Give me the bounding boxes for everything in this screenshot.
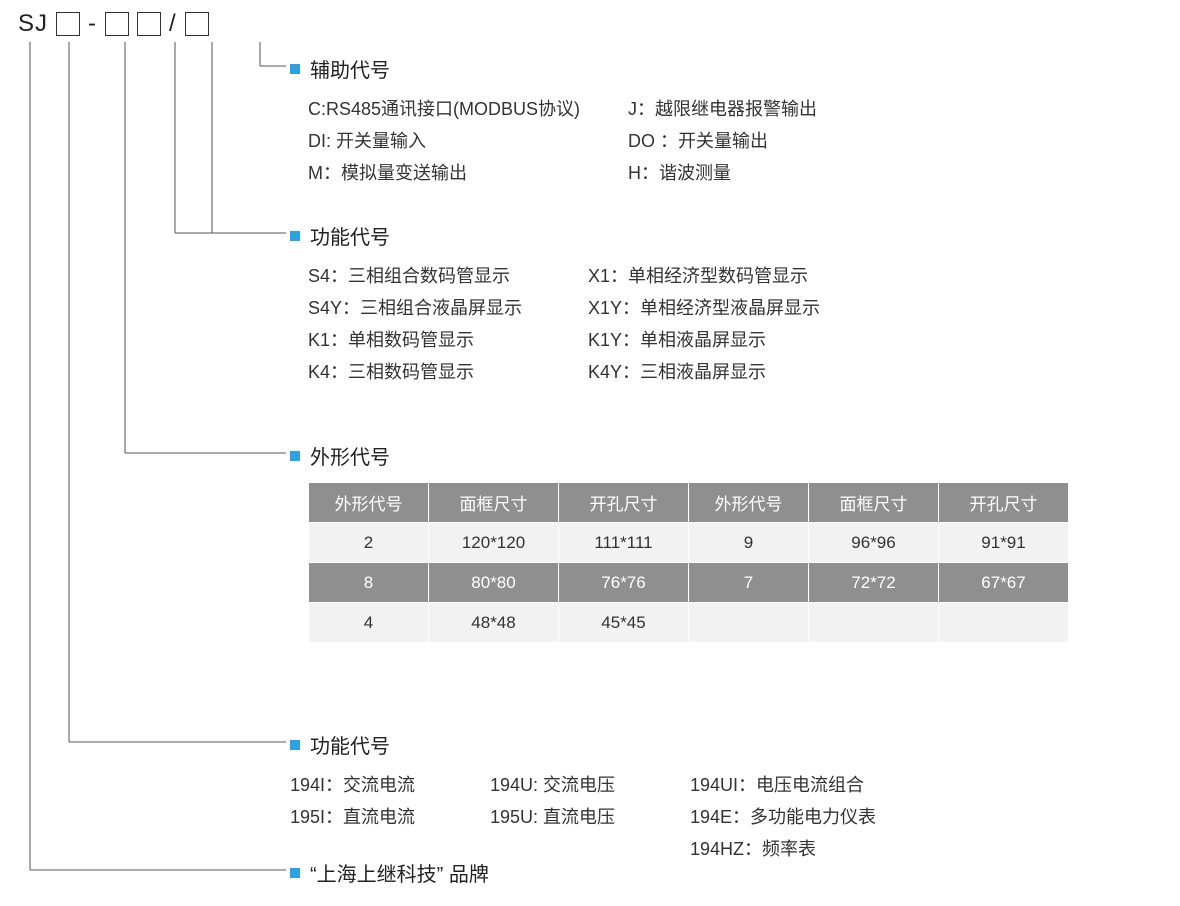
func2-item: 194HZ：频率表 bbox=[690, 835, 950, 861]
td: 67*67 bbox=[939, 563, 1069, 603]
table-row: 880*8076*76772*7267*67 bbox=[309, 563, 1069, 603]
func1-items: S4：三相组合数码管显示 X1：单相经济型数码管显示 S4Y：三相组合液晶屏显示… bbox=[290, 262, 908, 384]
th: 面框尺寸 bbox=[429, 483, 559, 523]
section-aux: 辅助代号 C:RS485通讯接口(MODBUS协议) J：越限继电器报警输出 D… bbox=[290, 54, 948, 185]
td: 48*48 bbox=[429, 603, 559, 643]
func1-item: K4Y：三相液晶屏显示 bbox=[588, 358, 908, 384]
code-slash: / bbox=[169, 10, 177, 38]
td: 80*80 bbox=[429, 563, 559, 603]
section-func1: 功能代号 S4：三相组合数码管显示 X1：单相经济型数码管显示 S4Y：三相组合… bbox=[290, 221, 908, 384]
section-brand: “上海上继科技” 品牌 bbox=[290, 858, 489, 887]
table-row: 2120*120111*111996*9691*91 bbox=[309, 523, 1069, 563]
bullet-icon bbox=[290, 64, 300, 74]
code-prefix: SJ bbox=[18, 10, 48, 38]
title-text: “上海上继科技” 品牌 bbox=[310, 858, 489, 887]
func1-item: K4：三相数码管显示 bbox=[308, 358, 588, 384]
table-row: 448*4845*45 bbox=[309, 603, 1069, 643]
section-title-shape: 外形代号 bbox=[290, 441, 1069, 470]
section-func2: 功能代号 194I：交流电流 194U: 交流电压 194UI：电压电流组合 1… bbox=[290, 730, 950, 861]
aux-item: DI: 开关量输入 bbox=[308, 127, 628, 153]
aux-item: C:RS485通讯接口(MODBUS协议) bbox=[308, 95, 628, 121]
code-dash: - bbox=[88, 10, 97, 38]
func1-item: S4：三相组合数码管显示 bbox=[308, 262, 588, 288]
table-header: 外形代号 面框尺寸 开孔尺寸 外形代号 面框尺寸 开孔尺寸 bbox=[309, 483, 1069, 523]
td: 8 bbox=[309, 563, 429, 603]
bullet-icon bbox=[290, 868, 300, 878]
func2-item: 195U: 直流电压 bbox=[490, 803, 690, 829]
bullet-icon bbox=[290, 231, 300, 241]
td bbox=[809, 603, 939, 643]
section-title-func1: 功能代号 bbox=[290, 221, 908, 250]
code-box-4 bbox=[185, 12, 209, 36]
func1-item: X1：单相经济型数码管显示 bbox=[588, 262, 908, 288]
td: 72*72 bbox=[809, 563, 939, 603]
model-code-strip: SJ - / bbox=[14, 10, 213, 38]
table-body: 2120*120111*111996*9691*91880*8076*76772… bbox=[309, 523, 1069, 643]
func2-item: 194U: 交流电压 bbox=[490, 771, 690, 797]
aux-item: M：模拟量变送输出 bbox=[308, 159, 628, 185]
func2-item: 194I：交流电流 bbox=[290, 771, 490, 797]
td: 2 bbox=[309, 523, 429, 563]
aux-item: H：谐波测量 bbox=[628, 159, 948, 185]
td bbox=[689, 603, 809, 643]
th: 外形代号 bbox=[309, 483, 429, 523]
bullet-icon bbox=[290, 740, 300, 750]
th: 面框尺寸 bbox=[809, 483, 939, 523]
func2-item: 194E：多功能电力仪表 bbox=[690, 803, 950, 829]
bullet-icon bbox=[290, 451, 300, 461]
code-box-2 bbox=[105, 12, 129, 36]
td: 9 bbox=[689, 523, 809, 563]
td: 76*76 bbox=[559, 563, 689, 603]
aux-item: DO ：开关量输出 bbox=[628, 127, 948, 153]
section-title-aux: 辅助代号 bbox=[290, 54, 948, 83]
code-box-3 bbox=[137, 12, 161, 36]
func2-item bbox=[490, 835, 690, 861]
aux-items: C:RS485通讯接口(MODBUS协议) J：越限继电器报警输出 DI: 开关… bbox=[290, 95, 948, 185]
td: 96*96 bbox=[809, 523, 939, 563]
func1-item: K1Y：单相液晶屏显示 bbox=[588, 326, 908, 352]
title-text: 辅助代号 bbox=[310, 54, 390, 83]
th: 开孔尺寸 bbox=[559, 483, 689, 523]
func1-item: X1Y：单相经济型液晶屏显示 bbox=[588, 294, 908, 320]
aux-item: J：越限继电器报警输出 bbox=[628, 95, 948, 121]
func2-item: 194UI：电压电流组合 bbox=[690, 771, 950, 797]
td: 91*91 bbox=[939, 523, 1069, 563]
section-title-func2: 功能代号 bbox=[290, 730, 950, 759]
code-box-1 bbox=[56, 12, 80, 36]
td: 4 bbox=[309, 603, 429, 643]
section-title-brand: “上海上继科技” 品牌 bbox=[290, 858, 489, 887]
func2-item: 195I：直流电流 bbox=[290, 803, 490, 829]
title-text: 外形代号 bbox=[310, 441, 390, 470]
func2-items: 194I：交流电流 194U: 交流电压 194UI：电压电流组合 195I：直… bbox=[290, 771, 950, 861]
th: 外形代号 bbox=[689, 483, 809, 523]
section-shape: 外形代号 外形代号 面框尺寸 开孔尺寸 外形代号 面框尺寸 开孔尺寸 2120*… bbox=[290, 441, 1069, 643]
func1-item: S4Y：三相组合液晶屏显示 bbox=[308, 294, 588, 320]
title-text: 功能代号 bbox=[310, 730, 390, 759]
td bbox=[939, 603, 1069, 643]
shape-table: 外形代号 面框尺寸 开孔尺寸 外形代号 面框尺寸 开孔尺寸 2120*12011… bbox=[308, 482, 1069, 643]
td: 45*45 bbox=[559, 603, 689, 643]
th: 开孔尺寸 bbox=[939, 483, 1069, 523]
title-text: 功能代号 bbox=[310, 221, 390, 250]
td: 120*120 bbox=[429, 523, 559, 563]
func1-item: K1：单相数码管显示 bbox=[308, 326, 588, 352]
td: 111*111 bbox=[559, 523, 689, 563]
td: 7 bbox=[689, 563, 809, 603]
